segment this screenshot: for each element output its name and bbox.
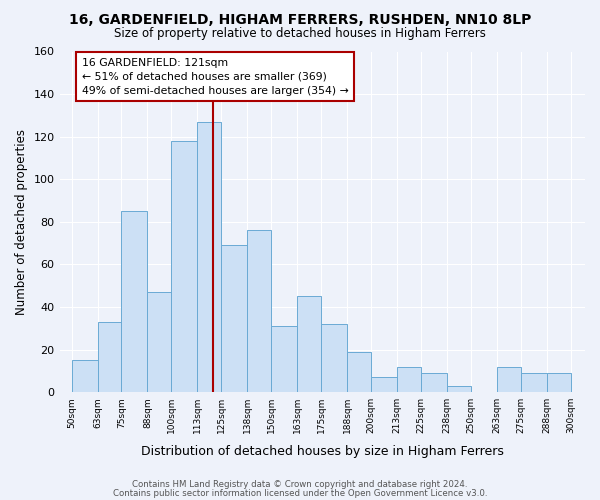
- X-axis label: Distribution of detached houses by size in Higham Ferrers: Distribution of detached houses by size …: [141, 444, 504, 458]
- Text: 16 GARDENFIELD: 121sqm
← 51% of detached houses are smaller (369)
49% of semi-de: 16 GARDENFIELD: 121sqm ← 51% of detached…: [82, 58, 348, 96]
- Bar: [547, 373, 571, 392]
- Bar: [447, 386, 471, 392]
- Bar: [297, 296, 321, 392]
- Bar: [347, 352, 371, 392]
- Bar: [321, 324, 347, 392]
- Bar: [71, 360, 98, 392]
- Bar: [98, 322, 121, 392]
- Bar: [148, 292, 172, 392]
- Bar: [121, 211, 148, 392]
- Bar: [271, 326, 297, 392]
- Bar: [172, 141, 197, 392]
- Text: Contains public sector information licensed under the Open Government Licence v3: Contains public sector information licen…: [113, 489, 487, 498]
- Bar: [521, 373, 547, 392]
- Bar: [421, 373, 447, 392]
- Y-axis label: Number of detached properties: Number of detached properties: [15, 129, 28, 315]
- Text: Size of property relative to detached houses in Higham Ferrers: Size of property relative to detached ho…: [114, 28, 486, 40]
- Bar: [397, 366, 421, 392]
- Text: Contains HM Land Registry data © Crown copyright and database right 2024.: Contains HM Land Registry data © Crown c…: [132, 480, 468, 489]
- Bar: [247, 230, 271, 392]
- Bar: [197, 122, 221, 392]
- Bar: [371, 377, 397, 392]
- Bar: [221, 245, 247, 392]
- Text: 16, GARDENFIELD, HIGHAM FERRERS, RUSHDEN, NN10 8LP: 16, GARDENFIELD, HIGHAM FERRERS, RUSHDEN…: [69, 12, 531, 26]
- Bar: [497, 366, 521, 392]
